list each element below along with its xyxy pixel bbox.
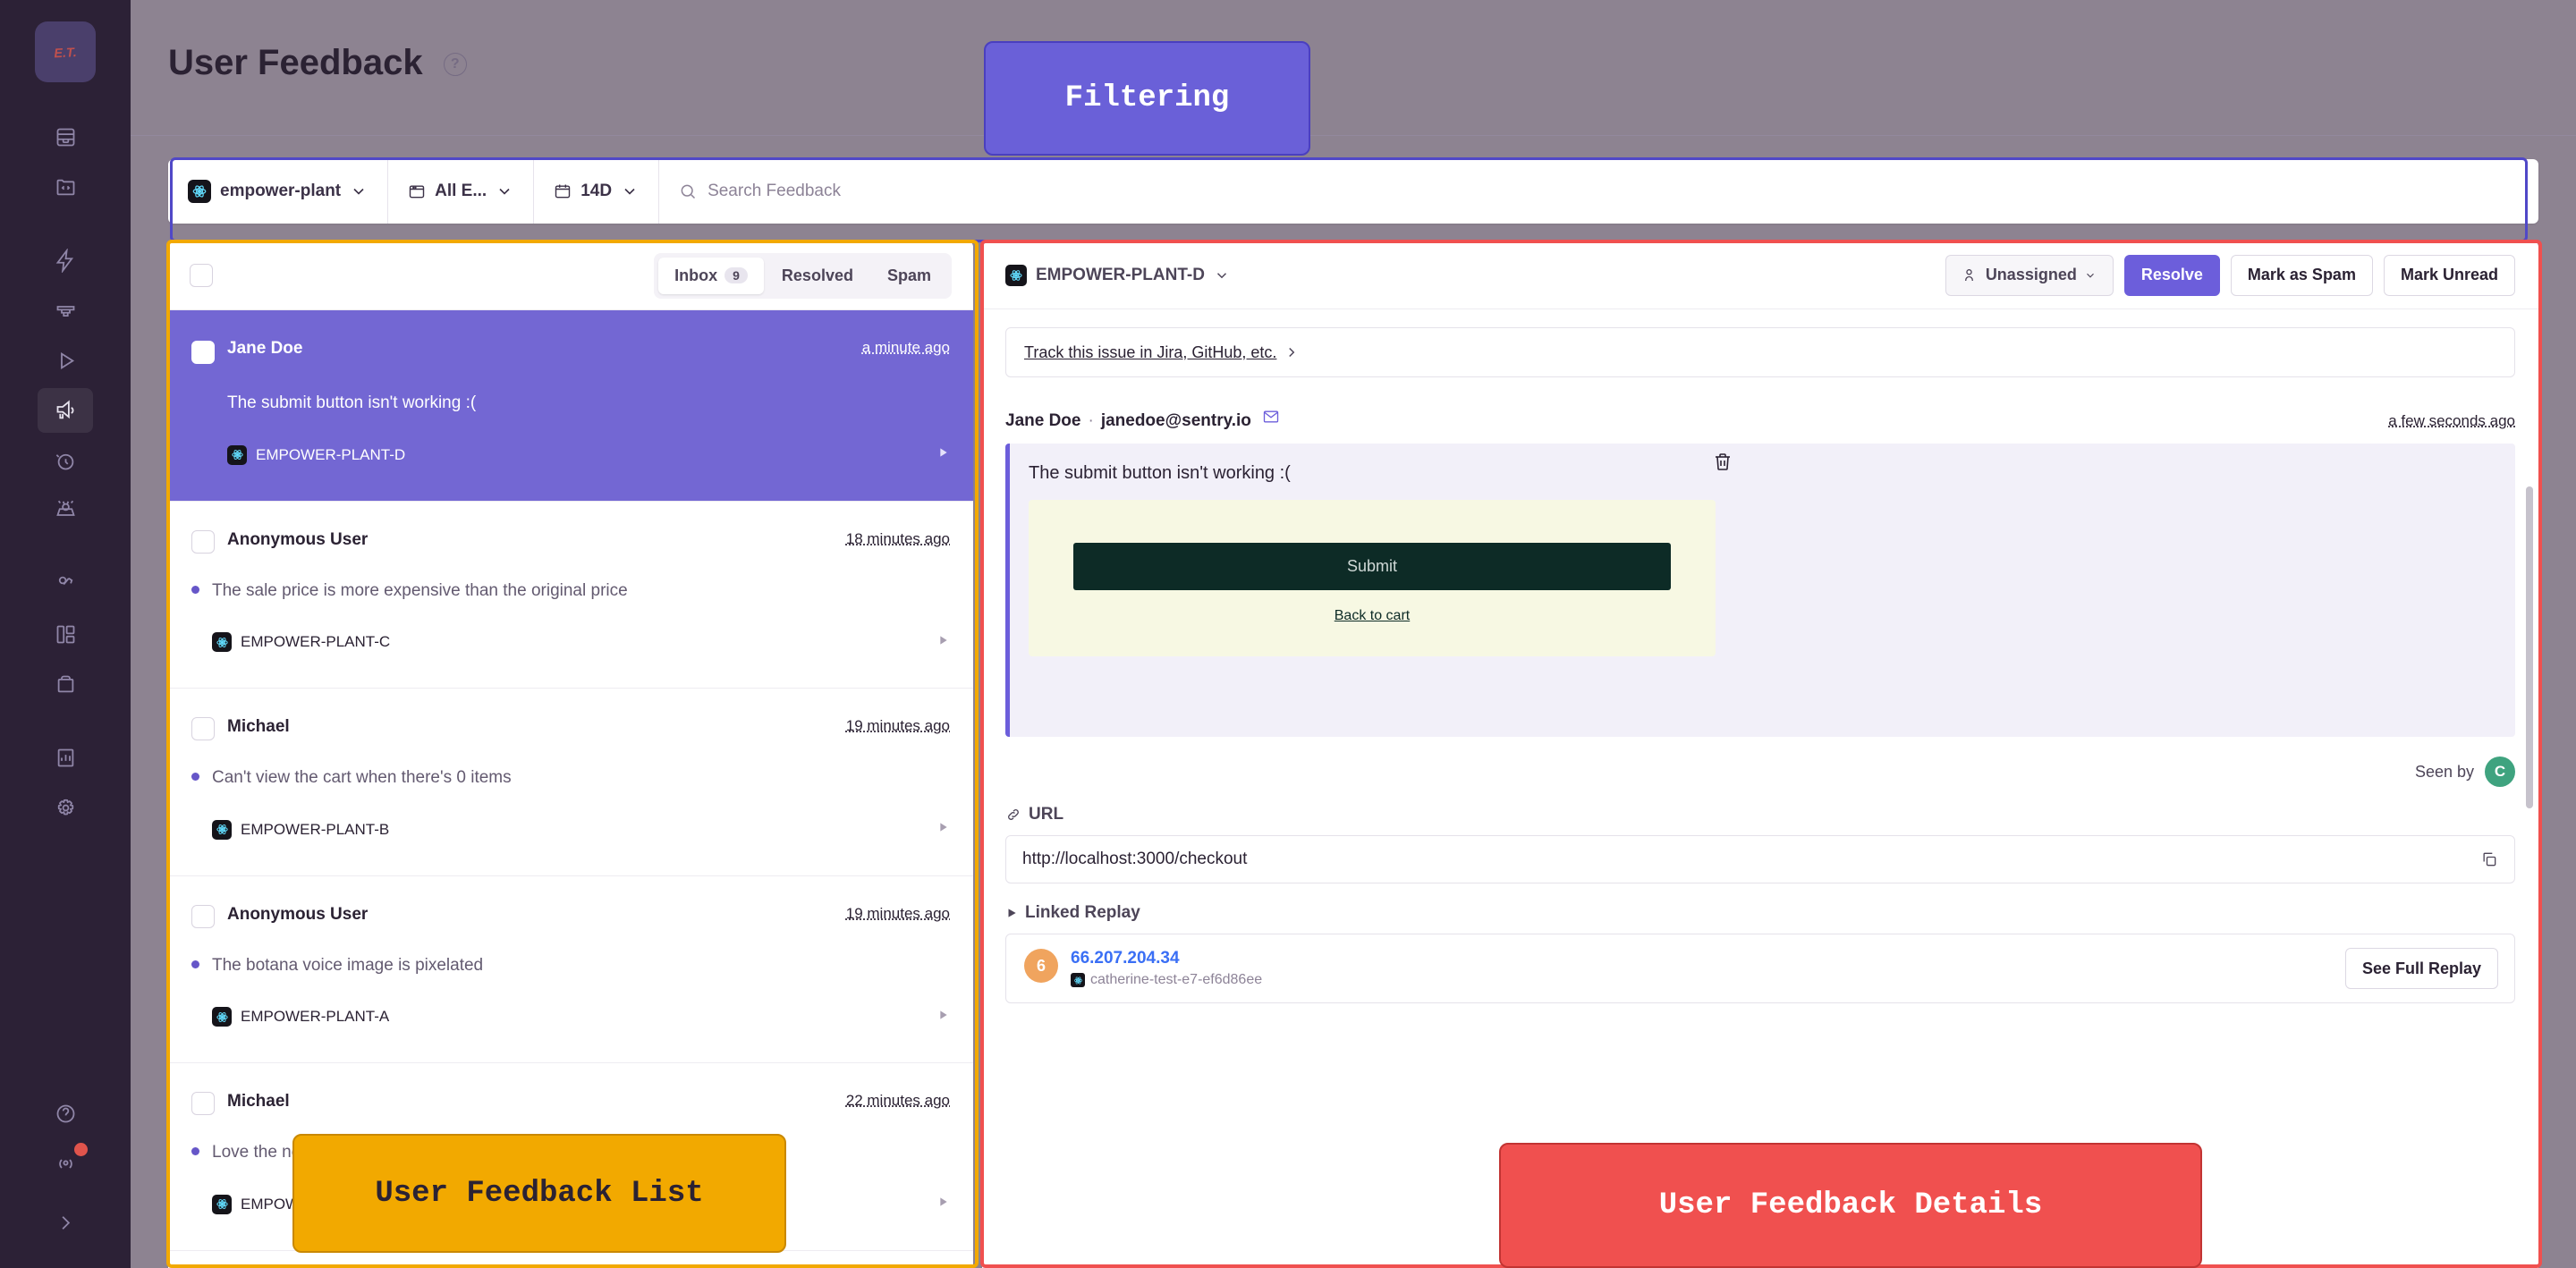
- svg-text:E.T.: E.T.: [54, 46, 77, 61]
